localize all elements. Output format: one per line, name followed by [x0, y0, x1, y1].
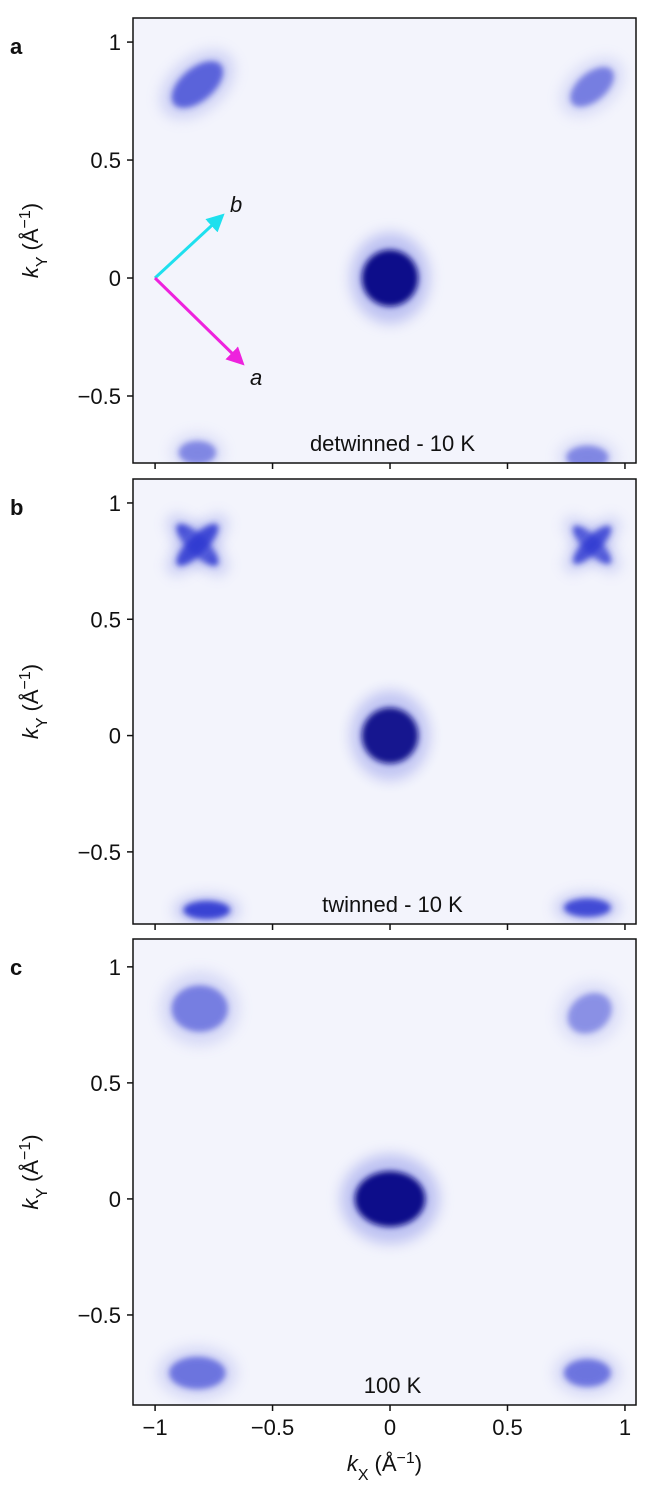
intensity-map: [160, 50, 624, 463]
y-tick-label: 0: [109, 724, 121, 749]
y-tick-label: 0.5: [90, 1071, 121, 1096]
x-tick-label: −1: [143, 1415, 168, 1440]
panel-label: c: [10, 955, 22, 980]
axis-label: kY (Å−1): [17, 203, 51, 278]
y-tick-label: 1: [109, 491, 121, 516]
axis-label-part: Y: [34, 1188, 51, 1199]
y-tick-label: −0.5: [78, 840, 121, 865]
axis-label-part: ): [18, 203, 43, 210]
intensity-core: [169, 1356, 226, 1390]
axis-label-part: k: [18, 266, 43, 278]
arrow-label: a: [250, 365, 262, 390]
intensity-core: [567, 992, 612, 1034]
plot-frame: [132, 478, 637, 925]
axis-label-part: (Å: [18, 228, 43, 250]
axis-label-part: (Å: [375, 1451, 397, 1476]
y-tick-label: 0: [109, 266, 121, 291]
y-tick-label: 0.5: [90, 148, 121, 173]
axis-label-part: Y: [34, 717, 51, 728]
intensity-map: [167, 515, 621, 924]
y-tick-label: 0.5: [90, 607, 121, 632]
intensity-core: [563, 898, 611, 918]
intensity-core: [171, 985, 228, 1032]
axis-label-part: Y: [34, 256, 51, 267]
plot-frame: [132, 938, 637, 1406]
intensity-core: [354, 1171, 426, 1227]
intensity-core: [361, 707, 419, 764]
intensity-core: [176, 523, 219, 566]
axis-label-part: X: [358, 1467, 369, 1484]
y-tick-label: 0: [109, 1187, 121, 1212]
axis-label-part: k: [347, 1451, 359, 1476]
intensity-core: [183, 900, 231, 920]
axis-label-part: ): [415, 1451, 422, 1476]
arrow-label: b: [230, 192, 242, 217]
y-tick-label: 1: [109, 955, 121, 980]
panel-label: a: [10, 34, 23, 59]
plot-frame: [132, 17, 637, 464]
intensity-core: [563, 1359, 611, 1387]
axis-label-part: ): [18, 664, 43, 671]
axis-label-part: ): [18, 1134, 43, 1141]
intensity-core: [566, 445, 609, 463]
annotation: 100 K: [364, 1373, 422, 1398]
arrow-a: [153, 276, 245, 366]
x-tick-label: −0.5: [251, 1415, 294, 1440]
axis-label-part: k: [18, 727, 43, 739]
axis-label: kY (Å−1): [17, 1134, 51, 1209]
axis-label-part: k: [18, 1198, 43, 1210]
x-tick-label: 1: [619, 1415, 631, 1440]
axis-label-part: −1: [17, 210, 34, 228]
axis-label-part: (Å: [18, 689, 43, 711]
annotation: twinned - 10 K: [322, 892, 463, 917]
axis-label: kX (Å−1): [347, 1450, 422, 1484]
intensity-core: [572, 525, 612, 564]
annotation: detwinned - 10 K: [310, 431, 475, 456]
lattice-arrows: b a: [153, 192, 262, 390]
y-tick-label: −0.5: [78, 1303, 121, 1328]
panel-label: b: [10, 495, 23, 520]
intensity-core: [570, 67, 614, 107]
arrow-b: [153, 213, 225, 280]
y-tick-label: 1: [109, 30, 121, 55]
axis-label: kY (Å−1): [17, 664, 51, 739]
x-tick-label: 0.5: [492, 1415, 523, 1440]
axis-label-part: (Å: [18, 1160, 43, 1182]
y-tick-label: −0.5: [78, 384, 121, 409]
intensity-core: [361, 249, 419, 307]
intensity-core: [178, 440, 217, 463]
x-tick-label: 0: [384, 1415, 396, 1440]
intensity-core: [171, 61, 224, 108]
intensity-map: [157, 971, 622, 1399]
axis-label-part: −1: [397, 1450, 415, 1467]
axis-label-part: −1: [17, 1142, 34, 1160]
axis-label-part: −1: [17, 671, 34, 689]
